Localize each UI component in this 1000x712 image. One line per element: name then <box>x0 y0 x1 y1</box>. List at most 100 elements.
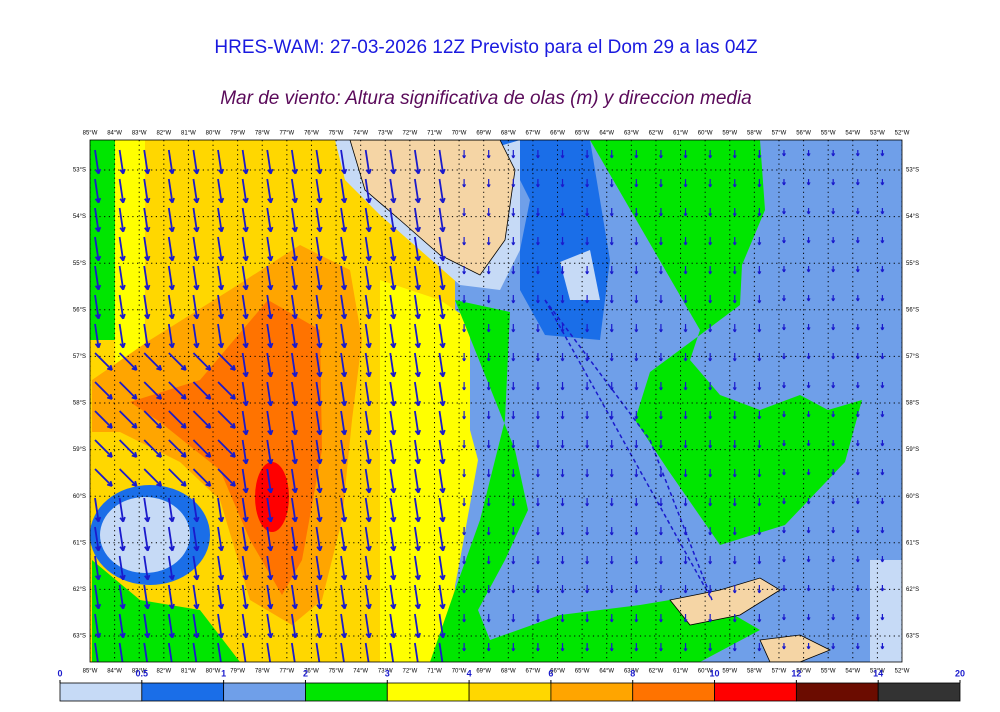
arrow-shaft <box>118 294 125 319</box>
arrow-head <box>486 648 490 652</box>
arrow-head <box>291 430 297 436</box>
arrow-head <box>217 227 223 233</box>
arrow-shaft <box>438 265 444 290</box>
lon-label-bottom: 62°W <box>649 669 664 675</box>
arrow-shaft <box>167 584 174 609</box>
arrow-shaft <box>290 555 297 580</box>
arrow-shaft <box>364 439 371 464</box>
arrow-shaft <box>389 149 395 174</box>
arrow-head <box>291 488 297 494</box>
arrow-shaft <box>340 526 346 551</box>
arrow-shaft <box>167 178 174 203</box>
map-field <box>90 140 902 662</box>
arrow-head <box>365 459 370 465</box>
arrow-head <box>316 430 321 436</box>
arrow-head <box>193 517 198 523</box>
color-bin <box>632 682 715 702</box>
arrow-shaft <box>364 178 371 203</box>
arrow-shaft <box>94 236 100 261</box>
arrow-head <box>634 503 637 507</box>
arrow-head <box>708 184 711 188</box>
arrow-shaft <box>192 613 198 638</box>
arrow-head <box>732 387 736 391</box>
arrow-head <box>658 474 662 478</box>
lat-label-left: 56°S <box>73 307 86 313</box>
lon-label-top: 81°W <box>181 131 196 137</box>
arrow-head <box>365 633 370 639</box>
arrow-head <box>267 285 272 291</box>
arrow-head <box>414 604 420 610</box>
arrow-head <box>782 588 785 592</box>
arrow-head <box>390 517 395 523</box>
arrow-head <box>168 546 174 552</box>
arrow-shaft <box>143 439 162 458</box>
arrow-head <box>365 256 370 262</box>
arrow-shaft <box>364 584 371 609</box>
arrow-head <box>511 416 514 420</box>
arrow-head <box>560 561 564 565</box>
arrow-head <box>316 198 321 204</box>
arrow-head <box>560 155 564 159</box>
arrow-shaft <box>413 149 420 174</box>
arrow-shaft <box>118 526 125 551</box>
arrow-head <box>462 590 465 594</box>
arrow-head <box>634 213 637 217</box>
arrow-shaft <box>241 468 248 493</box>
arrow-shaft <box>266 294 272 319</box>
lon-label-top: 60°W <box>698 131 713 137</box>
arrow-head <box>560 532 564 536</box>
arrow-head <box>267 459 272 465</box>
arrow-head <box>168 633 174 639</box>
arrow-shaft <box>241 381 248 406</box>
arrow-head <box>267 575 272 581</box>
arrow-head <box>131 483 137 487</box>
lon-label-bottom: 78°W <box>255 669 270 675</box>
arrow-shaft <box>217 497 223 522</box>
arrow-head <box>831 356 834 360</box>
arrow-head <box>880 269 883 273</box>
arrow-head <box>806 646 810 650</box>
arrow-shaft <box>167 613 174 638</box>
arrow-head <box>242 256 247 262</box>
arrow-head <box>585 358 588 362</box>
arrow-shaft <box>217 236 223 261</box>
arrow-shaft <box>94 323 100 348</box>
lon-label-top: 82°W <box>156 131 171 137</box>
arrow-head <box>267 343 272 349</box>
lat-label-right: 56°S <box>906 307 919 313</box>
arrow-head <box>585 474 588 478</box>
arrow-shaft <box>266 613 272 638</box>
arrow-shaft <box>315 178 321 203</box>
arrow-head <box>511 184 514 188</box>
arrow-shaft <box>438 410 444 435</box>
arrow-head <box>316 372 321 378</box>
arrow-head <box>585 532 588 536</box>
color-bin <box>141 682 225 702</box>
arrow-shaft <box>413 381 420 406</box>
arrow-head <box>193 256 198 262</box>
arrow-head <box>757 213 760 217</box>
arrow-head <box>390 372 395 378</box>
arrow-head <box>855 298 859 302</box>
arrow-shaft <box>413 555 420 580</box>
arrow-shaft <box>315 410 321 435</box>
arrow-head <box>462 619 465 623</box>
lon-label-bottom: 81°W <box>181 669 196 675</box>
arrow-head <box>683 416 687 420</box>
arrow-head <box>345 661 347 662</box>
arrow-head <box>855 269 859 273</box>
arrow-head <box>806 559 810 563</box>
arrow-head <box>197 661 199 662</box>
arrow-head <box>535 271 539 275</box>
arrow-head <box>148 661 150 662</box>
arrow-head <box>193 285 198 291</box>
arrow-shaft <box>315 236 321 261</box>
arrow-shaft <box>290 613 297 638</box>
arrow-head <box>511 590 514 594</box>
arrow-head <box>806 211 810 215</box>
arrow-head <box>535 155 539 159</box>
arrow-shaft <box>315 381 321 406</box>
arrow-head <box>291 546 297 552</box>
lat-label-left: 63°S <box>73 634 86 640</box>
arrow-head <box>806 327 810 331</box>
